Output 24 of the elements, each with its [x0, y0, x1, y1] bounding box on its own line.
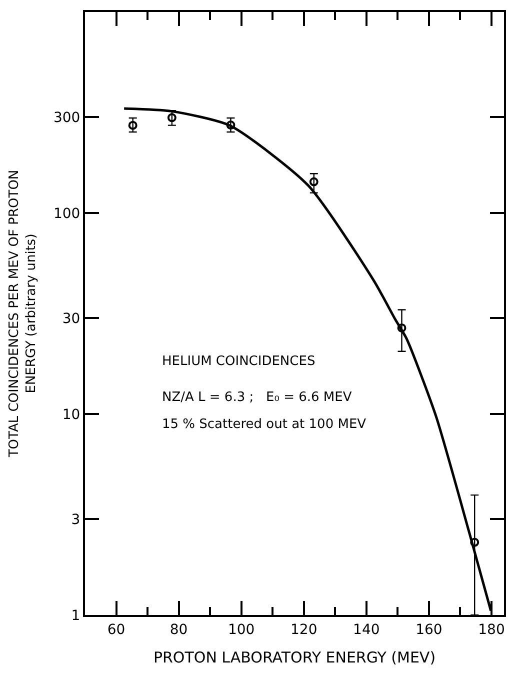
point [128, 120, 138, 130]
x-axis-title: PROTON LABORATORY ENERGY (MEV) [153, 648, 436, 666]
point [309, 177, 318, 186]
x-tick-label: 140 [353, 622, 380, 638]
point [397, 323, 406, 332]
y-axis-title: TOTAL COINCIDENCES PER MEV OF PROTON ENERGY (arbitrary units) [7, 170, 39, 458]
y-tick-label: 100 [53, 206, 80, 222]
y-tick-label: 3 [71, 512, 80, 528]
annotation: NZ/A L = 6.3 ; E₀ = 6.6 MEV [162, 390, 352, 405]
point [226, 120, 236, 130]
x-tick-label: 60 [107, 622, 126, 638]
x-tick-label: 100 [228, 622, 255, 638]
point [470, 538, 480, 547]
x-tick-label: 120 [290, 622, 318, 638]
x-tick-label: 80 [170, 622, 188, 638]
y-tick-label: 30 [62, 311, 80, 327]
y-tick-label: 300 [53, 110, 80, 126]
annotation: HELIUM COINCIDENCES [162, 354, 316, 369]
y-tick-label: 1 [71, 608, 80, 624]
x-tick-label: 180 [478, 622, 505, 638]
annotation: 15 % Scattered out at 100 MEV [162, 417, 366, 432]
point [167, 113, 176, 122]
x-tick-label: 160 [416, 622, 442, 638]
y-tick-label: 10 [62, 406, 80, 423]
